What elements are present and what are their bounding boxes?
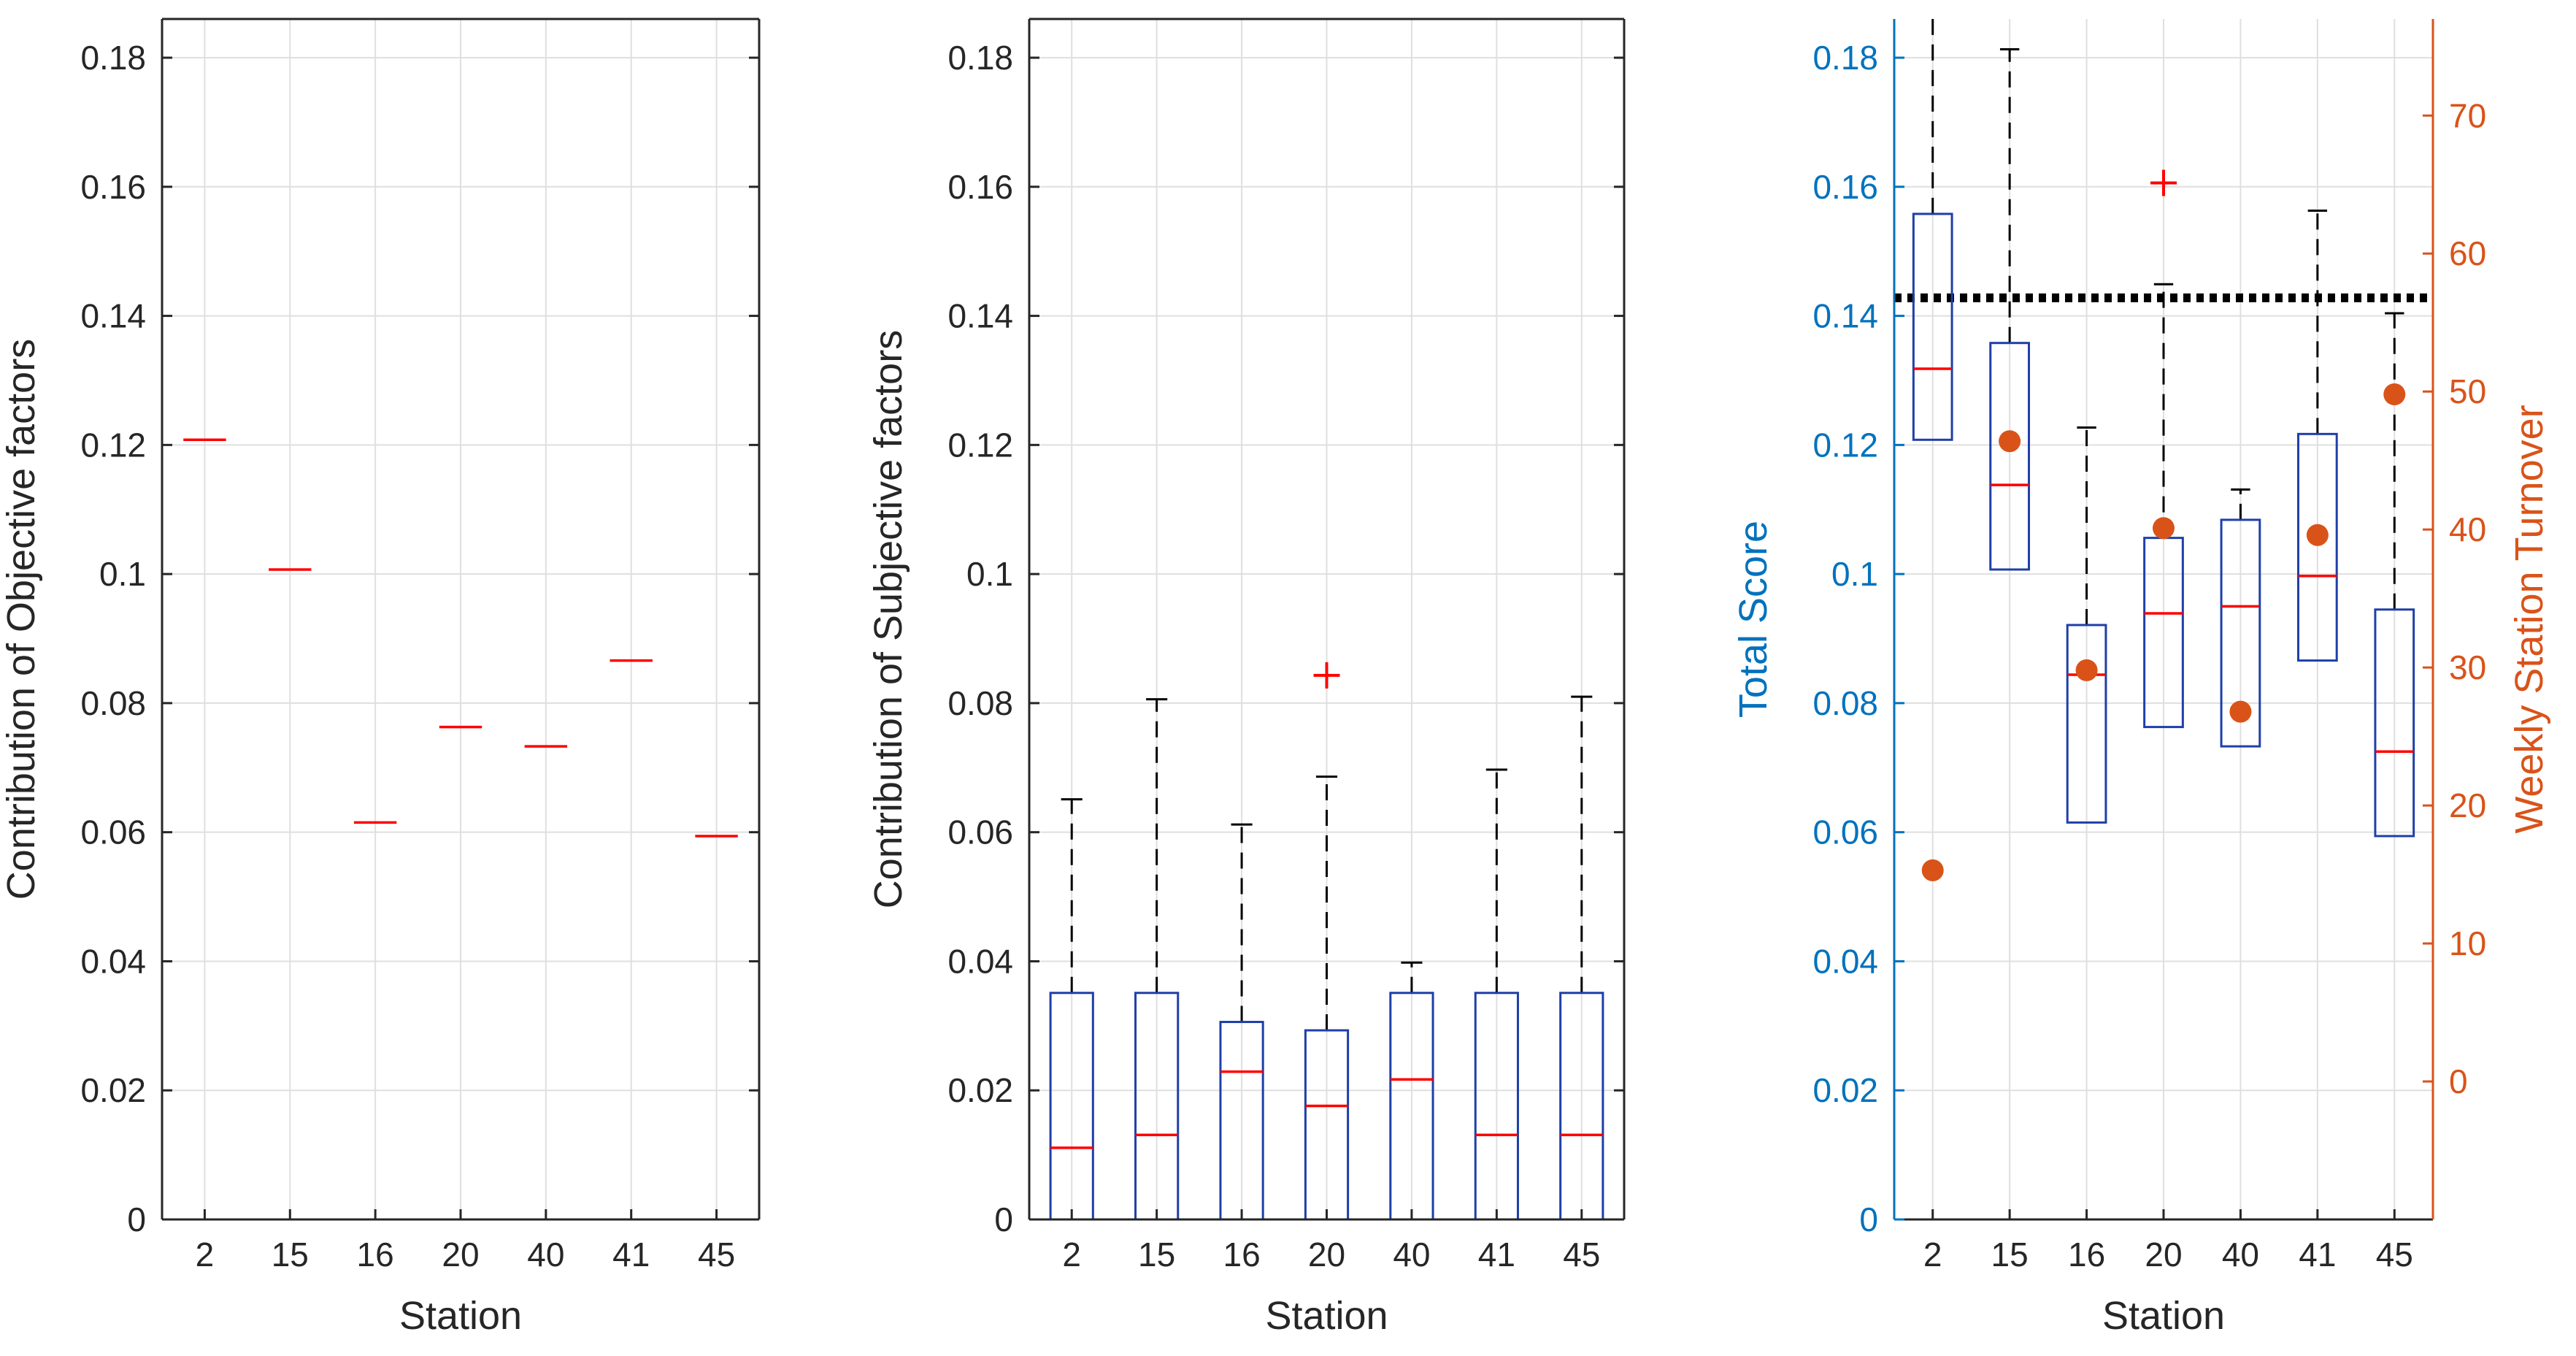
y-tick-label: 0.1	[1831, 555, 1878, 593]
x-tick-label: 15	[1991, 1236, 2029, 1273]
y-tick-label: 0.18	[1812, 39, 1878, 77]
y-tick-label: 0.12	[80, 426, 146, 464]
x-tick-label: 16	[2068, 1236, 2105, 1273]
box-body	[1989, 342, 2030, 571]
x-tick-label: 40	[2222, 1236, 2259, 1273]
box-body	[1912, 212, 1953, 441]
y-tick-label: 0.18	[947, 39, 1013, 77]
y-tick-label: 0.04	[80, 942, 146, 980]
turnover-point-16	[2075, 659, 2098, 681]
outlier-marker	[1313, 662, 1340, 689]
x-tick-label: 15	[1138, 1236, 1175, 1273]
y-tick-label-right: 60	[2449, 234, 2486, 272]
turnover-point-20	[2153, 517, 2175, 540]
y-tick-label-right: 20	[2449, 786, 2486, 824]
y-tick-label: 0.14	[947, 297, 1013, 335]
y-tick-label: 0.1	[966, 555, 1013, 593]
box-body	[2374, 608, 2415, 838]
x-tick-label: 20	[442, 1236, 479, 1273]
y-tick-label: 0.08	[1812, 684, 1878, 722]
y-axis-label-right: Weekly Station Turnover	[2507, 405, 2551, 833]
y-tick-label: 0.18	[80, 39, 146, 77]
x-tick-label: 45	[2376, 1236, 2413, 1273]
box-2	[1912, 19, 1953, 441]
turnover-point-2	[1921, 859, 1944, 881]
y-tick-label: 0.06	[80, 813, 146, 851]
box-41	[2297, 210, 2338, 662]
y-tick-label: 0.1	[99, 555, 146, 593]
y-tick-label: 0.02	[1812, 1071, 1878, 1109]
turnover-point-41	[2306, 524, 2329, 546]
y-tick-label-right: 40	[2449, 510, 2486, 548]
x-tick-label: 2	[1923, 1236, 1942, 1273]
y-tick-label-right: 50	[2449, 372, 2486, 410]
box-body	[2220, 518, 2261, 748]
x-tick-label: 41	[612, 1236, 650, 1273]
box-45	[2374, 312, 2415, 838]
y-tick-label: 0.02	[947, 1071, 1013, 1109]
y-tick-label: 0.02	[80, 1071, 146, 1109]
y-tick-label: 0.06	[1812, 813, 1878, 851]
y-tick-label: 0.16	[1812, 168, 1878, 206]
y-tick-label: 0.16	[80, 168, 146, 206]
y-tick-label: 0	[994, 1200, 1013, 1238]
y-tick-label-right: 70	[2449, 96, 2486, 134]
x-tick-label: 20	[1308, 1236, 1345, 1273]
x-tick-label: 16	[1223, 1236, 1260, 1273]
x-tick-label: 45	[698, 1236, 735, 1273]
x-tick-label: 20	[2145, 1236, 2182, 1273]
turnover-point-15	[1999, 430, 2021, 453]
subjective-factors-chart: 0 0.02 0.04 0.06 0.08 0.1 0.12 0.14 0.16 0.18 2 15 1…	[866, 18, 1626, 1338]
x-tick-label: 16	[357, 1236, 394, 1273]
outlier-marker	[2150, 169, 2177, 196]
y-tick-label: 0.12	[947, 426, 1013, 464]
y-tick-label: 0.06	[947, 813, 1013, 851]
turnover-point-45	[2383, 383, 2406, 405]
y-axis-label: Total Score	[1731, 521, 1775, 718]
y-axis-label: Contribution of Subjective factors	[866, 330, 910, 908]
x-axis-label: Station	[2102, 1294, 2225, 1338]
x-tick-label: 2	[1062, 1236, 1081, 1273]
y-axis-label: Contribution of Objective factors	[0, 339, 43, 900]
x-axis-label: Station	[399, 1294, 522, 1338]
box-body	[2066, 624, 2107, 824]
y-tick-label: 0.14	[80, 297, 146, 335]
y-tick-label-right: 10	[2449, 924, 2486, 962]
y-tick-label: 0.08	[947, 684, 1013, 722]
y-tick-label: 0.04	[947, 942, 1013, 980]
turnover-point-40	[2229, 700, 2252, 723]
objective-factors-chart: 0 0.02 0.04 0.06 0.08 0.1 0.12 0.14 0.16 0.18 2 15 1…	[0, 18, 761, 1338]
y-tick-label: 0	[1859, 1200, 1878, 1238]
y-tick-label: 0	[127, 1200, 146, 1238]
x-tick-label: 2	[196, 1236, 215, 1273]
x-axis-label: Station	[1265, 1294, 1388, 1338]
y-tick-label: 0.16	[947, 168, 1013, 206]
box-15	[1989, 48, 2030, 571]
y-tick-label: 0.04	[1812, 942, 1878, 980]
y-tick-label: 0.12	[1812, 426, 1878, 464]
y-tick-label-right: 0	[2449, 1062, 2468, 1100]
box-body	[2297, 432, 2338, 662]
y-tick-label-right: 30	[2449, 648, 2486, 686]
x-tick-label: 40	[1393, 1236, 1430, 1273]
x-tick-label: 45	[1563, 1236, 1600, 1273]
x-tick-label: 41	[1478, 1236, 1515, 1273]
box-40	[2220, 488, 2261, 748]
y-tick-label: 0.14	[1812, 297, 1878, 335]
total-score-chart: 0 0.02 0.04 0.06 0.08 0.1 0.12 0.14 0.16 0.18 0 10 2…	[1731, 19, 2551, 1338]
x-tick-label: 15	[272, 1236, 309, 1273]
x-tick-label: 41	[2299, 1236, 2336, 1273]
y-tick-label: 0.08	[80, 684, 146, 722]
x-tick-label: 40	[527, 1236, 564, 1273]
